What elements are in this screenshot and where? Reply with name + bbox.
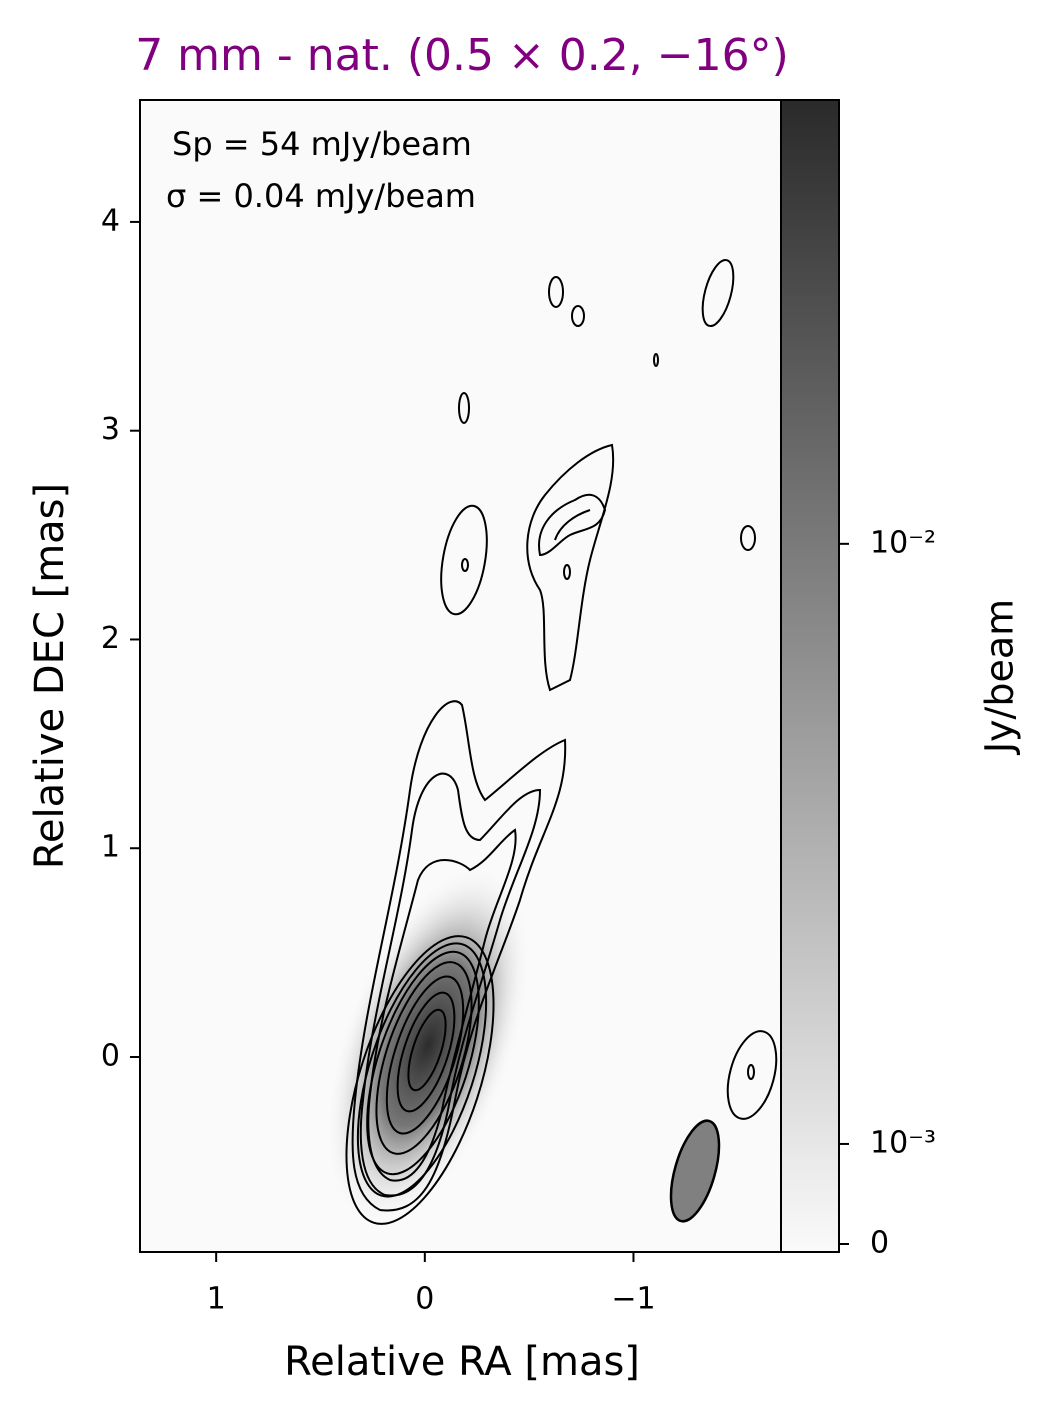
- colorbar-tick-label: 10⁻³: [870, 1125, 936, 1160]
- y-tick-label: 2: [101, 621, 120, 656]
- x-tick-label: 1: [207, 1282, 226, 1317]
- annotation: σ = 0.04 mJy/beam: [166, 177, 476, 215]
- colorbar-tick-label: 10⁻²: [870, 525, 936, 560]
- x-tick-label: −1: [611, 1282, 655, 1317]
- x-tick-label: 0: [415, 1282, 434, 1317]
- map-image: [325, 258, 778, 1226]
- intensity: [325, 864, 531, 1226]
- y-tick-label: 3: [101, 412, 120, 447]
- beam: [669, 1119, 721, 1223]
- colorbar-label: Jy/beam: [978, 599, 1022, 755]
- x-axis-label: Relative RA [mas]: [284, 1339, 640, 1385]
- y-tick-label: 1: [101, 830, 120, 865]
- y-tick-label: 0: [101, 1039, 120, 1074]
- annotation: Sp = 54 mJy/beam: [172, 125, 472, 163]
- chart-title: 7 mm - nat. (0.5 × 0.2, −16°): [135, 30, 789, 81]
- y-tick-label: 4: [101, 203, 120, 238]
- colorbar-tick-label: 0: [870, 1225, 889, 1260]
- contours: [345, 258, 778, 1225]
- colorbar: [780, 99, 840, 1253]
- y-axis-label: Relative DEC [mas]: [27, 483, 73, 869]
